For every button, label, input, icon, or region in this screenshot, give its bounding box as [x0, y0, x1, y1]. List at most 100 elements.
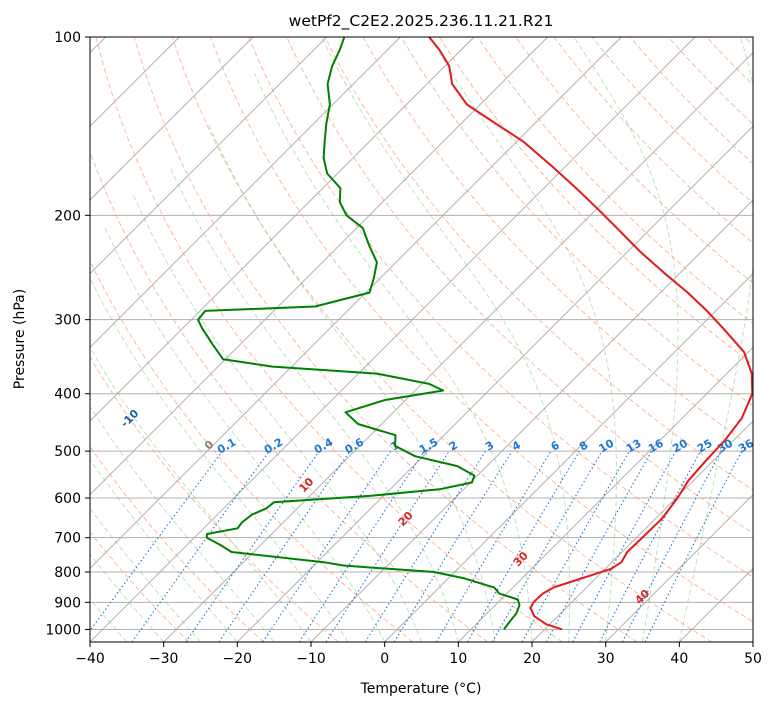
dry-adiabat-label: 20	[396, 509, 416, 529]
moist-adiabat-line	[104, 227, 386, 642]
isotherm-line	[752, 641, 753, 642]
y-tick-label: 100	[54, 30, 81, 46]
mixing-ratio-line	[621, 450, 722, 642]
dry-adiabat-line	[90, 259, 414, 642]
isotherm-grid	[90, 37, 753, 642]
moist-adiabat-line	[90, 553, 165, 642]
isotherm-line	[90, 37, 548, 496]
moist-adiabat-line	[573, 37, 679, 642]
dry-adiabat-line	[90, 150, 488, 642]
mixing-ratio-label: 1.5	[417, 436, 440, 457]
mixing-ratio-line	[521, 450, 630, 642]
mixing-ratio-lines	[90, 450, 743, 642]
dry-adiabat-line	[90, 531, 190, 642]
moist-adiabat-line	[90, 405, 275, 642]
x-tick-label: 0	[380, 651, 389, 667]
y-tick-label: 300	[54, 313, 81, 329]
dry-adiabat-line	[438, 37, 753, 366]
dry-adiabat-line	[400, 37, 753, 407]
dry-adiabat-line	[744, 37, 753, 47]
isotherm-line	[310, 199, 753, 642]
dry-adiabat-line	[515, 37, 753, 284]
isotherm-line	[90, 37, 254, 201]
dry-adiabat-label: 40	[632, 587, 652, 607]
dry-adiabat-label: 30	[511, 549, 531, 569]
dry-adiabat-line	[90, 356, 339, 642]
mixing-ratio-label: 20	[670, 436, 690, 455]
isotherm-line	[458, 346, 753, 642]
dry-adiabat-line	[90, 445, 264, 642]
y-tick-label: 700	[54, 531, 81, 547]
moist-adiabat-line	[678, 37, 753, 642]
y-tick-label: 800	[54, 565, 81, 581]
isotherm-line	[90, 37, 327, 275]
y-axis-label: Pressure (hPa)	[12, 289, 28, 389]
dry-adiabat-line	[133, 37, 638, 642]
y-tick-label: 900	[54, 595, 81, 611]
y-tick-label: 400	[54, 387, 81, 403]
isobar-grid	[90, 37, 753, 630]
moist-adiabat-line	[207, 123, 496, 642]
isotherm-line	[90, 37, 696, 642]
moist-adiabat-line	[90, 507, 201, 642]
isotherm-line	[90, 37, 401, 348]
dewpoint-profile-line	[197, 37, 521, 630]
mixing-ratio-line	[644, 450, 743, 642]
profile-lines	[197, 37, 753, 631]
x-tick-label: −40	[75, 651, 105, 667]
moist-adiabat-line	[321, 37, 571, 642]
isotherm-line	[531, 420, 753, 642]
x-tick-label: 20	[523, 651, 541, 667]
mixing-ratio-label: 0.1	[215, 436, 238, 457]
plot-area: 0.10.20.40.611.52346810131620253036-100-…	[90, 37, 753, 642]
mixing-ratio-line	[545, 450, 653, 642]
moist-adiabat-line	[132, 195, 422, 642]
isotherm-line	[237, 125, 753, 642]
isotherm-line	[384, 273, 753, 642]
dry-adiabat-label: -10	[118, 407, 141, 430]
mixing-ratio-line	[218, 450, 351, 642]
isotherm-line	[605, 494, 753, 642]
dry-adiabat-line	[591, 37, 753, 204]
x-axis-label: Temperature (°C)	[360, 681, 482, 697]
chart-title: wetPf2_C2E2.2025.236.11.21.R21	[289, 12, 554, 31]
dry-adiabat-line	[248, 37, 753, 578]
x-tick-label: −30	[149, 651, 179, 667]
mixing-ratio-line	[262, 450, 392, 642]
x-axis: −40 −30 −20 −10 0 10 20 30 40 50	[75, 642, 762, 667]
dry-adiabat-line	[210, 37, 753, 623]
mixing-ratio-line	[599, 450, 701, 642]
y-tick-label: 600	[54, 491, 81, 507]
y-tick-label: 1000	[45, 622, 81, 638]
mixing-ratio-label: 0.6	[343, 435, 367, 456]
y-tick-label: 500	[54, 444, 81, 460]
x-tick-label: 10	[449, 651, 467, 667]
moist-adiabat-line	[429, 37, 617, 642]
y-tick-label: 200	[54, 208, 81, 224]
plot-frame	[89, 36, 754, 643]
moist-adiabat-line	[90, 458, 238, 642]
isotherm-line	[90, 37, 475, 422]
mixing-ratio-label: 0.2	[262, 436, 285, 457]
temperature-profile-line	[428, 37, 753, 631]
mixing-ratio-line	[90, 450, 223, 632]
mixing-ratio-label: 10	[597, 436, 617, 455]
mixing-ratio-label: 25	[695, 437, 715, 456]
moist-adiabat-line	[169, 165, 459, 642]
mixing-ratio-line	[325, 450, 450, 642]
x-tick-label: −20	[223, 651, 253, 667]
mixing-ratio-line	[467, 450, 580, 642]
mixing-ratio-line	[572, 450, 677, 642]
mixing-ratio-line	[131, 450, 270, 642]
mixing-ratio-line	[393, 450, 513, 642]
dry-adiabat-line	[706, 37, 753, 86]
isotherm-line	[90, 37, 622, 569]
x-tick-label: −10	[296, 651, 326, 667]
x-tick-label: 50	[744, 651, 762, 667]
mixing-ratio-line	[185, 450, 320, 642]
y-axis: 100 200 300 400 500 600 700 800 900 1000	[45, 30, 90, 638]
mixing-ratio-label: 16	[646, 436, 666, 455]
mixing-ratio-line	[298, 450, 425, 642]
isotherm-line	[679, 567, 753, 642]
